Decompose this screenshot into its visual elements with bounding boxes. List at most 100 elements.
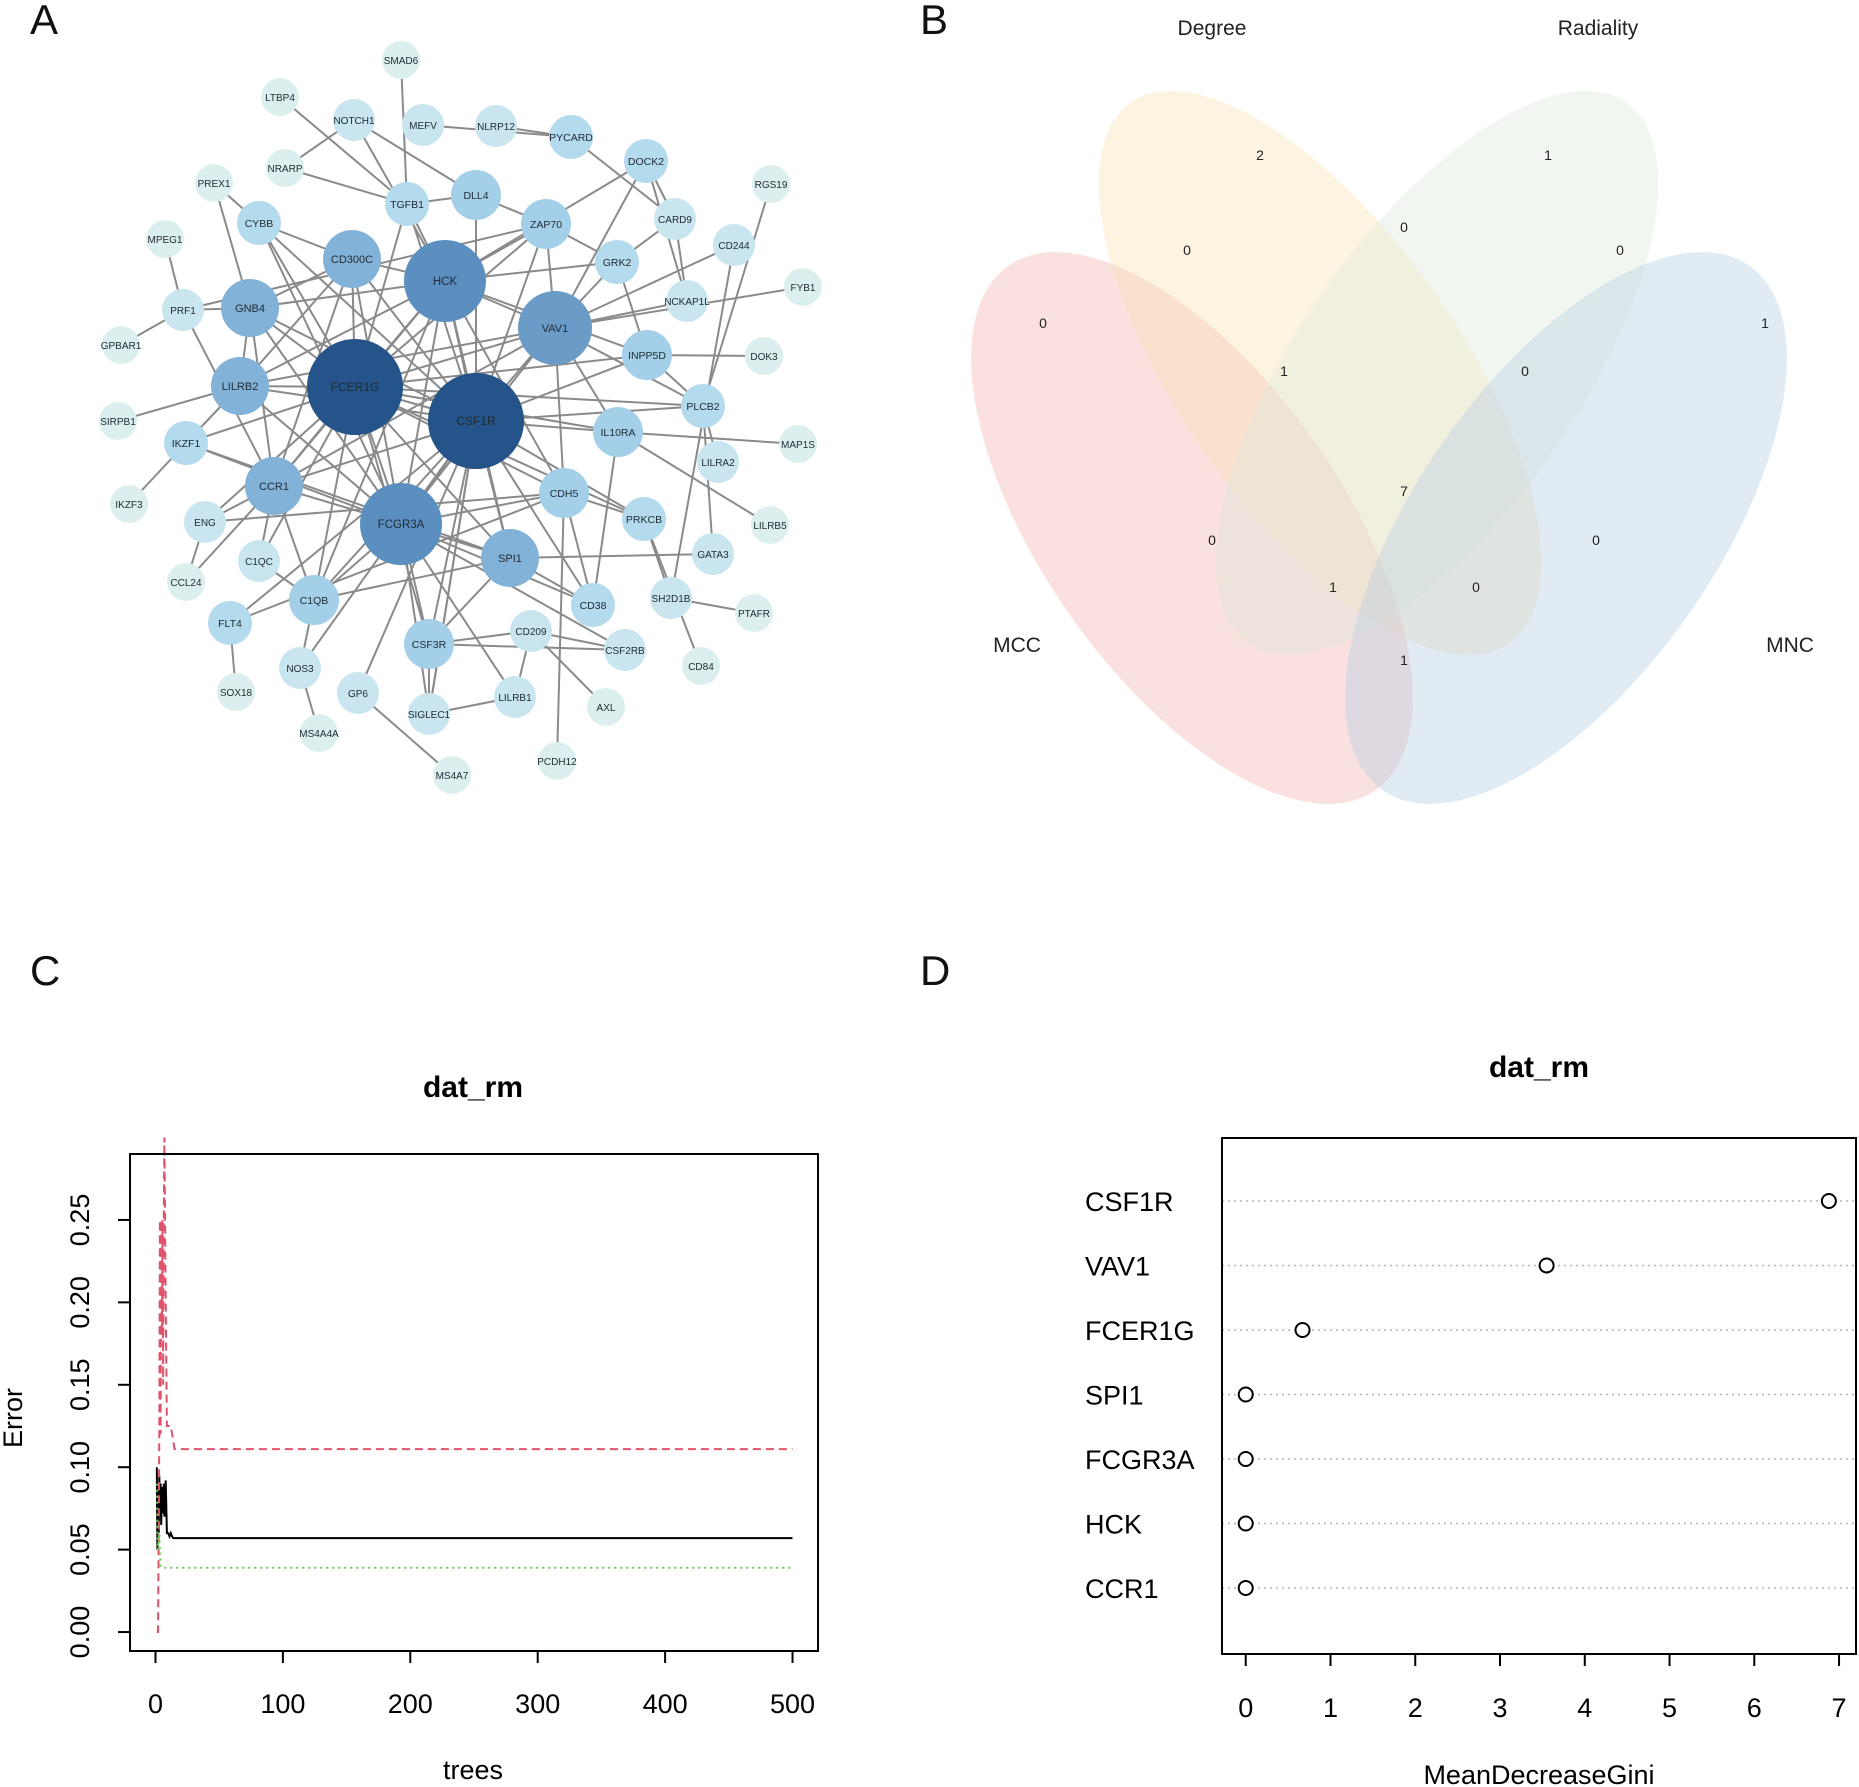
network-node xyxy=(164,421,208,465)
network-node xyxy=(360,483,442,565)
network-node xyxy=(110,485,148,523)
network-node xyxy=(404,619,454,669)
network-node-label: CDH5 xyxy=(550,488,579,500)
network-node-label: CSF3R xyxy=(412,639,447,651)
network-node xyxy=(682,647,720,685)
network-node xyxy=(475,105,517,147)
network-node xyxy=(146,220,184,258)
network-node xyxy=(622,497,666,541)
network-node xyxy=(697,441,739,483)
chart-c-y-tick-label: 0.05 xyxy=(65,1523,95,1576)
network-node xyxy=(208,601,252,645)
network-node xyxy=(510,610,552,652)
network-node-label: GPBAR1 xyxy=(101,341,142,352)
network-panel: SMAD6 LTBP4 NRARP PREX1 MPEG1 GPBAR1 SIRPB1 IKZ… xyxy=(99,41,822,794)
network-node-label: MS4A7 xyxy=(436,771,469,782)
network-node xyxy=(402,104,444,146)
network-node-label: PRF1 xyxy=(170,306,196,317)
network-node xyxy=(681,384,725,428)
network-node-label: SIGLEC1 xyxy=(408,710,451,721)
venn-set-ellipse xyxy=(1345,252,1787,804)
network-node-label: MS4A4A xyxy=(299,729,339,740)
venn-region-count: 0 xyxy=(1616,242,1624,258)
network-node-label: DOCK2 xyxy=(628,156,664,168)
network-edge xyxy=(239,327,556,387)
venn-set-label: MNC xyxy=(1766,634,1814,657)
network-node xyxy=(751,506,789,544)
network-node xyxy=(404,240,486,322)
error-series-line xyxy=(155,1483,793,1569)
network-edge xyxy=(273,327,556,487)
venn-ellipses xyxy=(971,91,1787,804)
network-node xyxy=(779,425,817,463)
network-node-label: CD209 xyxy=(515,627,547,638)
network-node-label: DOK3 xyxy=(750,352,778,363)
network-node-label: RGS19 xyxy=(755,180,788,191)
network-node xyxy=(99,402,137,440)
chart-c-y-tick-label: 0.20 xyxy=(65,1276,95,1329)
chart-d-point xyxy=(1820,1193,1837,1209)
chart-d-row-label: FCGR3A xyxy=(1085,1445,1195,1475)
network-node-label: PLCB2 xyxy=(686,401,719,413)
network-node xyxy=(289,575,339,625)
chart-c-x-tick-label: 100 xyxy=(260,1689,305,1719)
network-node xyxy=(494,676,536,718)
chart-c-x-tick-label: 400 xyxy=(643,1689,688,1719)
network-node-label: ZAP70 xyxy=(530,219,562,231)
network-node xyxy=(382,41,420,79)
network-node xyxy=(481,529,539,587)
chart-d-row-label: SPI1 xyxy=(1085,1381,1144,1411)
network-node-label: PREX1 xyxy=(198,179,231,190)
chart-d-row-label: HCK xyxy=(1085,1510,1142,1540)
network-edge xyxy=(279,96,408,205)
chart-d-point xyxy=(1237,1451,1254,1467)
network-node-label: HCK xyxy=(433,276,458,288)
chart-d-x-tick-label: 0 xyxy=(1238,1693,1253,1723)
venn-region-count: 2 xyxy=(1256,147,1264,163)
network-node xyxy=(549,115,593,159)
venn-region-counts: 0 2 1 1 0 0 0 1 0 7 0 0 1 0 1 xyxy=(1039,147,1769,668)
chart-d-x-tick-label: 5 xyxy=(1662,1693,1677,1723)
network-node-label: LILRA2 xyxy=(701,458,735,469)
venn-region-count: 1 xyxy=(1761,315,1769,331)
network-edge xyxy=(509,553,714,559)
chart-d-point xyxy=(1294,1322,1311,1338)
network-node xyxy=(408,693,450,735)
venn-region-count: 0 xyxy=(1183,242,1191,258)
network-node xyxy=(184,501,226,543)
chart-d-x-axis-label: MeanDecreaseGini xyxy=(1423,1760,1654,1787)
network-node-label: NRARP xyxy=(267,164,302,175)
chart-d-x-tick-label: 6 xyxy=(1747,1693,1762,1723)
venn-region-count: 0 xyxy=(1592,532,1600,548)
network-node-label: CCR1 xyxy=(259,481,289,493)
network-node xyxy=(521,199,571,249)
venn-region-count: 1 xyxy=(1280,363,1288,379)
network-node-label: PCDH12 xyxy=(537,757,577,768)
chart-d-row-label: CSF1R xyxy=(1085,1187,1174,1217)
network-node xyxy=(654,198,696,240)
network-node-label: C1QC xyxy=(245,557,273,568)
network-node xyxy=(587,688,625,726)
network-node xyxy=(195,164,233,202)
network-node xyxy=(604,629,646,671)
network-node xyxy=(735,594,773,632)
network-node-label: INPP5D xyxy=(628,350,666,362)
chart-d-point xyxy=(1538,1257,1555,1274)
panel-a-letter: A xyxy=(30,0,58,43)
chart-c-x-tick-label: 0 xyxy=(148,1689,163,1719)
network-node xyxy=(428,373,524,469)
chart-d-x-tick-label: 3 xyxy=(1492,1693,1507,1723)
network-node-label: C1QB xyxy=(300,595,329,607)
network-node xyxy=(752,165,790,203)
network-node xyxy=(713,224,755,266)
chart-d-x-tick-label: 2 xyxy=(1408,1693,1423,1723)
chart-d-x-tick-label: 4 xyxy=(1577,1693,1592,1723)
network-node-label: FLT4 xyxy=(218,618,242,630)
network-node xyxy=(593,407,643,457)
network-edge xyxy=(617,431,799,445)
chart-c-x-axis-label: trees xyxy=(443,1755,503,1785)
network-node-label: LILRB5 xyxy=(753,521,787,532)
network-node xyxy=(385,182,429,226)
chart-d-point xyxy=(1237,1580,1254,1596)
chart-c-y-tick-label: 0.00 xyxy=(65,1606,95,1659)
